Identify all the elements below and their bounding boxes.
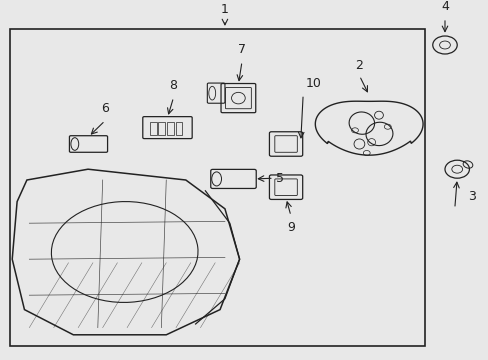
Text: 3: 3 [467, 190, 475, 203]
Text: 6: 6 [101, 102, 109, 115]
Text: 1: 1 [221, 3, 228, 16]
Text: 10: 10 [305, 77, 321, 90]
Text: 5: 5 [276, 172, 284, 185]
Text: 2: 2 [355, 59, 363, 72]
Bar [10, 29, 425, 346]
Text: 8: 8 [169, 79, 177, 92]
Text: 9: 9 [286, 221, 294, 234]
Text: 7: 7 [238, 43, 245, 56]
Text: 4: 4 [440, 0, 448, 13]
